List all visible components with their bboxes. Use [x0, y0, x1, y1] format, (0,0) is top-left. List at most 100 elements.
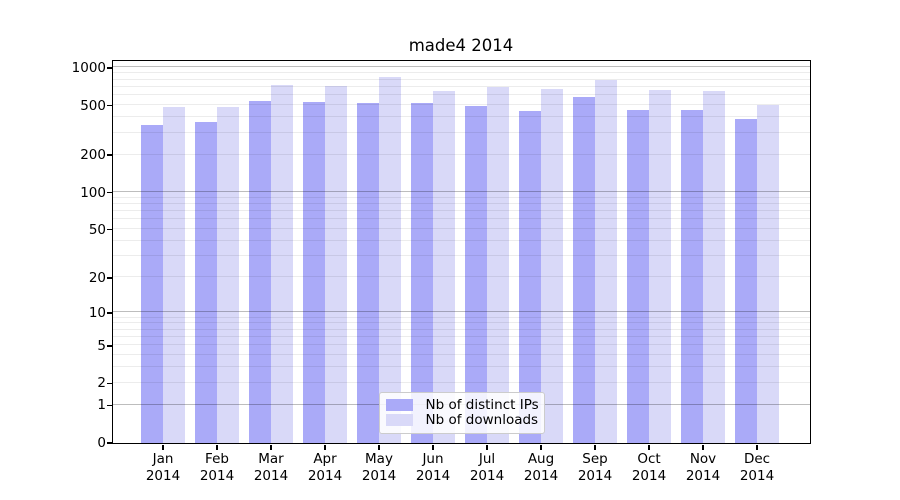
distinct-ips-swatch — [385, 399, 413, 411]
legend-item-downloads: Nb of downloads — [385, 412, 539, 428]
x-tick-label: Oct 2014 — [631, 451, 667, 484]
chart-title: made4 2014 — [408, 36, 514, 55]
bar-downloads-apr — [324, 86, 347, 443]
gridline-minor — [112, 116, 810, 118]
x-tick-label: Jun 2014 — [415, 451, 451, 484]
bar-downloads-feb — [216, 106, 239, 443]
x-tick-mark — [324, 444, 326, 450]
gridline-minor — [112, 239, 810, 241]
gridline-minor — [112, 104, 810, 105]
y-tick-label: 0 — [97, 435, 106, 451]
bar-distinct-ips-jul — [464, 106, 487, 443]
bar-distinct-ips-may — [356, 102, 379, 443]
x-tick-mark — [432, 444, 434, 450]
gridline-minor — [112, 85, 810, 87]
y-tick-mark — [107, 191, 112, 194]
y-tick-mark — [107, 312, 112, 314]
y-tick-label: 50 — [88, 221, 106, 238]
x-tick-mark — [540, 444, 542, 450]
bar-distinct-ips-nov — [680, 109, 703, 443]
x-tick-label: Apr 2014 — [307, 451, 343, 484]
y-tick-label: 1000 — [71, 59, 106, 76]
bar-downloads-jul — [486, 86, 509, 443]
bar-downloads-aug — [540, 89, 563, 443]
gridline-minor — [112, 328, 810, 330]
x-tick-label: Nov 2014 — [685, 451, 721, 484]
gridline-minor — [112, 354, 810, 356]
gridline-minor — [112, 196, 810, 198]
x-tick-mark — [702, 444, 704, 450]
bar-downloads-nov — [702, 90, 725, 443]
y-tick-mark — [107, 382, 112, 385]
bar-distinct-ips-mar — [248, 101, 271, 443]
gridline-minor — [112, 210, 810, 212]
gridline-minor — [112, 202, 810, 204]
x-tick-label: Feb 2014 — [199, 451, 235, 484]
y-tick-mark — [107, 67, 112, 69]
bars-layer — [113, 61, 810, 443]
gridline-major — [112, 311, 810, 313]
distinct-ips-label: Nb of distinct IPs — [425, 397, 539, 413]
downloads-swatch — [385, 414, 413, 426]
x-tick-mark — [378, 444, 380, 450]
gridline-minor — [112, 276, 810, 278]
x-tick-mark — [216, 444, 218, 450]
gridline-minor — [112, 322, 810, 324]
bar-downloads-sep — [594, 79, 617, 443]
legend-item-distinct-ips: Nb of distinct IPs — [385, 397, 539, 413]
gridline-major — [112, 191, 810, 192]
x-tick-mark — [594, 444, 596, 450]
gridline-minor — [112, 366, 810, 368]
bar-distinct-ips-apr — [302, 102, 325, 443]
x-tick-label: May 2014 — [361, 451, 397, 484]
gridline-minor — [112, 131, 810, 133]
bar-downloads-mar — [270, 84, 293, 443]
y-tick-label: 20 — [88, 269, 106, 286]
x-tick-mark — [162, 444, 164, 450]
gridline-minor — [112, 153, 810, 155]
gridline-minor — [112, 218, 810, 220]
gridline-minor — [112, 381, 810, 383]
bar-distinct-ips-oct — [626, 110, 649, 443]
y-tick-mark — [107, 104, 112, 107]
bar-distinct-ips-aug — [518, 110, 541, 443]
x-tick-label: Aug 2014 — [523, 451, 559, 484]
bar-downloads-may — [378, 76, 401, 443]
y-tick-mark — [107, 404, 112, 407]
x-tick-mark — [756, 444, 758, 450]
gridline-minor — [112, 335, 810, 337]
gridline-minor — [112, 255, 810, 257]
gridline-minor — [112, 316, 810, 318]
y-tick-mark — [107, 345, 112, 347]
bar-distinct-ips-sep — [572, 97, 595, 443]
gridline-minor — [112, 344, 810, 346]
x-tick-mark — [648, 444, 650, 450]
bar-downloads-jan — [162, 107, 185, 443]
y-tick-label: 10 — [88, 304, 106, 321]
x-tick-mark — [486, 444, 488, 450]
y-tick-label: 1 — [97, 397, 106, 414]
y-tick-mark — [107, 442, 112, 444]
downloads-label: Nb of downloads — [425, 412, 539, 428]
y-tick-mark — [107, 228, 112, 231]
gridline-minor — [112, 72, 810, 74]
bar-distinct-ips-feb — [194, 122, 217, 443]
x-tick-label: Dec 2014 — [739, 451, 775, 484]
gridline-minor — [112, 228, 810, 230]
x-tick-label: Sep 2014 — [577, 451, 613, 484]
x-tick-label: Jan 2014 — [145, 451, 181, 484]
y-tick-label: 2 — [97, 375, 106, 392]
bar-distinct-ips-jan — [140, 125, 163, 443]
grid-layer — [112, 61, 810, 443]
bar-downloads-dec — [756, 104, 779, 443]
y-tick-label: 200 — [80, 147, 106, 164]
plot-area: Nb of distinct IPs Nb of downloads — [111, 59, 811, 444]
gridline-major — [112, 66, 810, 68]
y-tick-mark — [107, 154, 112, 156]
legend: Nb of distinct IPs Nb of downloads — [378, 391, 545, 434]
y-tick-label: 100 — [80, 184, 106, 201]
x-tick-label: Mar 2014 — [253, 451, 289, 484]
x-tick-label: Jul 2014 — [469, 451, 505, 484]
x-tick-mark — [270, 444, 272, 450]
